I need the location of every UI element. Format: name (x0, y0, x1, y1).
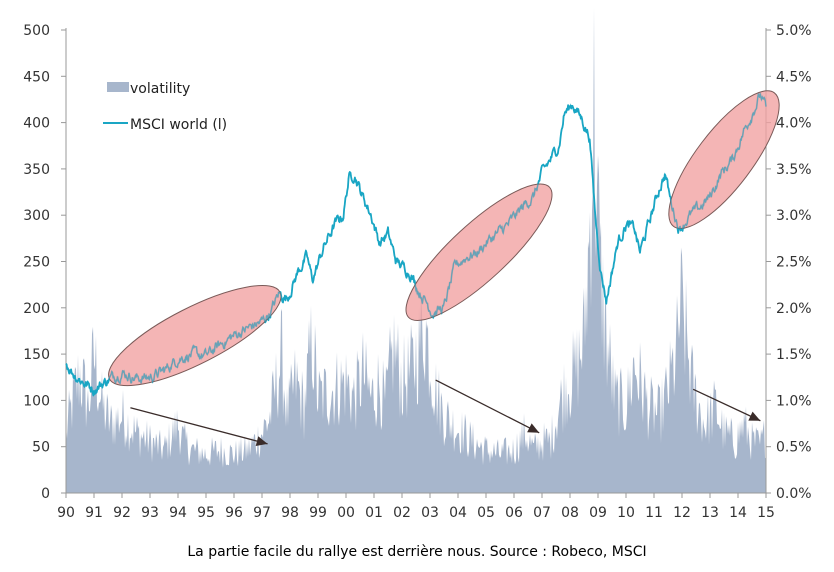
right-tick-label: 5.0% (776, 23, 812, 39)
right-tick-label: 1.0% (776, 393, 812, 409)
chart: 0501001502002503003504004505000.0%0.5%1.… (23, 7, 812, 521)
x-tick-label: 06 (505, 505, 523, 521)
x-tick-label: 98 (281, 505, 299, 521)
left-tick-label: 500 (23, 23, 50, 39)
left-tick-label: 100 (23, 393, 50, 409)
x-tick-label: 11 (645, 505, 663, 521)
right-tick-label: 0.5% (776, 440, 812, 456)
right-tick-label: 2.5% (776, 255, 812, 271)
x-tick-label: 91 (85, 505, 103, 521)
x-tick-label: 15 (757, 505, 775, 521)
trend-arrow-shaft (692, 388, 761, 422)
x-tick-label: 10 (617, 505, 635, 521)
right-tick-label: 4.0% (776, 116, 812, 132)
volatility-layer (66, 7, 766, 493)
x-tick-label: 94 (169, 505, 187, 521)
right-tick-label: 1.5% (776, 347, 812, 363)
legend-volatility-label: volatility (130, 81, 190, 97)
trend-arrow-head (255, 436, 268, 446)
x-tick-label: 12 (673, 505, 691, 521)
axes-layer: 0501001502002503003504004505000.0%0.5%1.… (23, 23, 811, 521)
annotations-layer (65, 90, 780, 446)
right-tick-label: 0.0% (776, 486, 812, 502)
x-tick-label: 97 (253, 505, 271, 521)
x-tick-label: 95 (197, 505, 215, 521)
x-tick-label: 08 (561, 505, 579, 521)
left-tick-label: 200 (23, 301, 50, 317)
legend-volatility-swatch (107, 82, 129, 92)
msci-world-line-overlay (65, 93, 767, 396)
trend-arrow-shaft (435, 379, 540, 434)
x-tick-label: 04 (449, 505, 467, 521)
legend: volatility MSCI world (l) (103, 81, 227, 133)
trend-arrow-head (748, 411, 761, 421)
x-tick-label: 14 (729, 505, 747, 521)
trend-arrow-shaft (130, 407, 268, 445)
left-tick-label: 300 (23, 208, 50, 224)
x-tick-label: 92 (113, 505, 131, 521)
legend-msci-label: MSCI world (l) (130, 117, 227, 133)
x-tick-label: 07 (533, 505, 551, 521)
x-tick-label: 96 (225, 505, 243, 521)
x-tick-label: 02 (393, 505, 411, 521)
volatility-area (66, 7, 766, 493)
left-tick-label: 450 (23, 69, 50, 85)
x-tick-label: 00 (337, 505, 355, 521)
left-tick-label: 50 (32, 440, 50, 456)
right-tick-label: 2.0% (776, 301, 812, 317)
x-tick-label: 90 (57, 505, 75, 521)
x-tick-label: 05 (477, 505, 495, 521)
x-tick-label: 99 (309, 505, 327, 521)
trend-arrow-head (527, 423, 540, 433)
right-tick-label: 3.5% (776, 162, 812, 178)
left-tick-label: 250 (23, 255, 50, 271)
left-tick-label: 350 (23, 162, 50, 178)
right-tick-label: 3.0% (776, 208, 812, 224)
x-tick-label: 13 (701, 505, 719, 521)
left-tick-label: 0 (41, 486, 50, 502)
x-tick-label: 03 (421, 505, 439, 521)
x-tick-label: 93 (141, 505, 159, 521)
x-tick-label: 09 (589, 505, 607, 521)
left-tick-label: 400 (23, 116, 50, 132)
trend-ellipse (668, 90, 780, 229)
x-tick-label: 01 (365, 505, 383, 521)
right-tick-label: 4.5% (776, 69, 812, 85)
trend-ellipse (108, 285, 282, 387)
left-tick-label: 150 (23, 347, 50, 363)
chart-caption: La partie facile du rallye est derrière … (187, 544, 647, 560)
